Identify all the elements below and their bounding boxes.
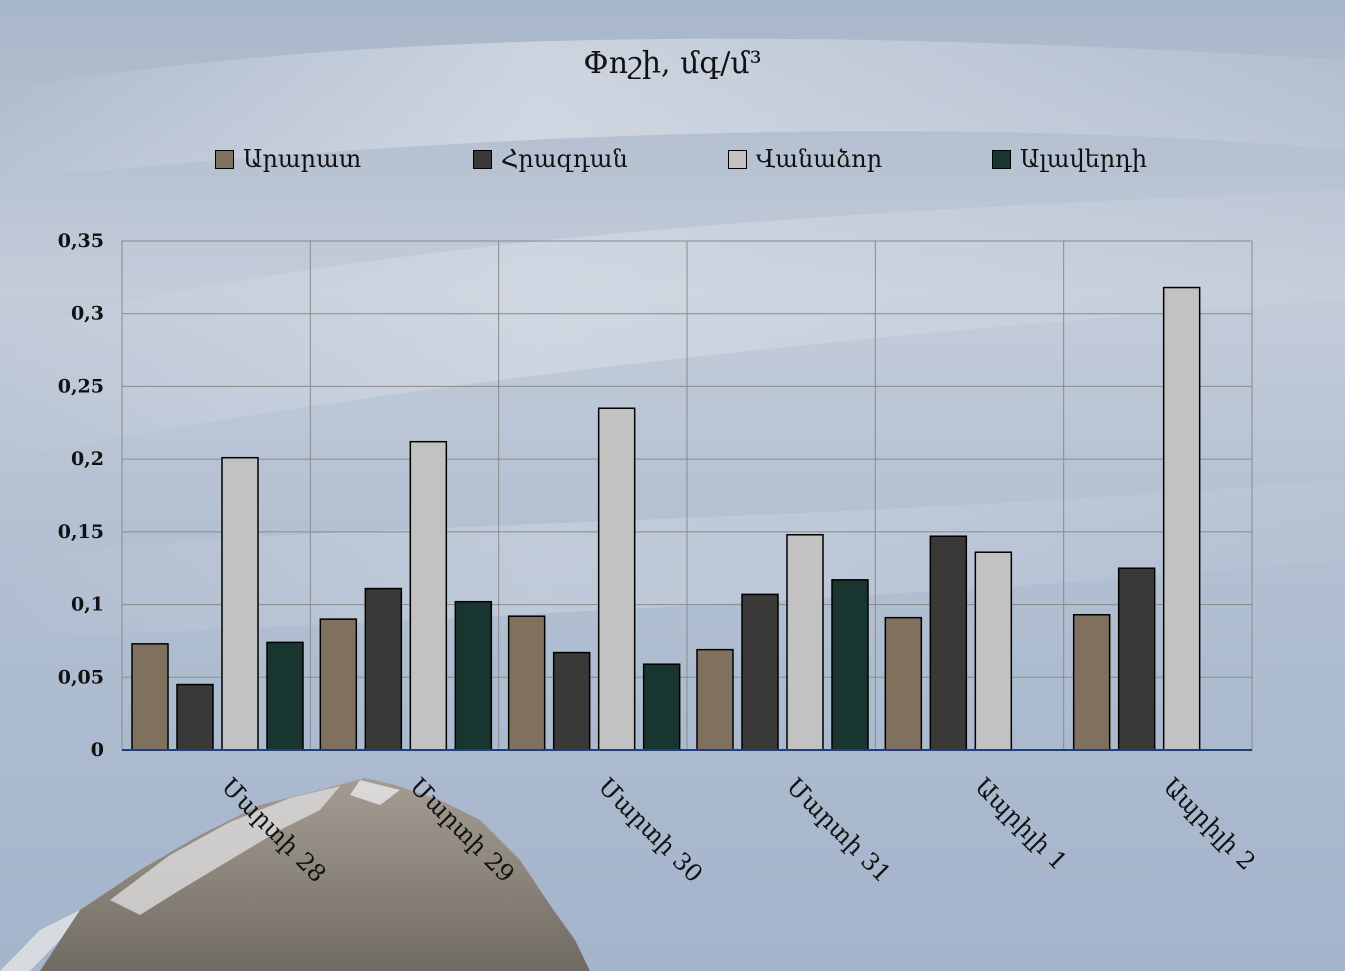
x-tick-label: Մարտի 31 — [781, 772, 897, 888]
legend-label-vanadzor: Վանաձոր — [756, 145, 883, 173]
bar — [696, 648, 734, 751]
bar — [884, 616, 923, 751]
x-tick-label: Մարտի 30 — [593, 772, 709, 888]
x-tick-label: Մարտի 28 — [216, 772, 332, 888]
legend-item-hrazdan: Հրազդան — [473, 145, 628, 173]
bar — [454, 600, 493, 751]
x-tick-label: Մարտի 29 — [404, 772, 520, 888]
bar — [131, 643, 169, 751]
bar — [597, 407, 636, 751]
y-tick-label: 0,35 — [58, 230, 104, 252]
legend-swatch-vanadzor — [728, 149, 747, 169]
legend-swatch-ararat — [215, 149, 234, 169]
bar — [1072, 614, 1111, 751]
legend-label-hrazdan: Հրազդան — [501, 145, 628, 173]
bar — [929, 535, 968, 751]
bar — [786, 534, 824, 751]
bar — [266, 641, 304, 751]
x-tick-label: Ապրիլի 1 — [969, 772, 1072, 875]
bar — [831, 579, 869, 751]
y-tick-label: 0 — [91, 739, 104, 761]
bar — [552, 651, 591, 751]
bar — [364, 587, 403, 751]
legend-swatch-hrazdan — [473, 149, 492, 169]
bar — [319, 618, 358, 751]
bar — [176, 683, 214, 751]
bar — [741, 593, 779, 751]
y-tick-label: 0,3 — [71, 303, 104, 325]
chart-title: Փոշի, մգ/մ³ — [583, 46, 762, 81]
x-tick-label: Ապրիլի 2 — [1158, 772, 1261, 875]
legend-label-alaverdi: Ալավերդի — [1020, 145, 1148, 173]
bar — [409, 440, 448, 751]
bar — [1117, 567, 1156, 751]
bar — [974, 551, 1013, 751]
bar — [507, 615, 546, 751]
legend-item-vanadzor: Վանաձոր — [728, 145, 882, 173]
chart-legend: Արարատ Հրազդան Վանաձոր Ալավերդի — [215, 145, 1215, 179]
y-tick-label: 0,05 — [58, 666, 104, 688]
y-tick-label: 0,1 — [71, 594, 104, 616]
legend-label-ararat: Արարատ — [243, 145, 362, 173]
legend-item-alaverdi: Ալավերդի — [992, 145, 1147, 173]
bar — [221, 456, 259, 751]
legend-item-ararat: Արարատ — [215, 145, 361, 173]
bar — [642, 663, 681, 751]
y-tick-label: 0,2 — [71, 448, 104, 470]
legend-swatch-alaverdi — [992, 149, 1011, 169]
bar — [1162, 286, 1201, 751]
y-tick-label: 0,25 — [58, 375, 104, 397]
y-tick-label: 0,15 — [58, 521, 104, 543]
